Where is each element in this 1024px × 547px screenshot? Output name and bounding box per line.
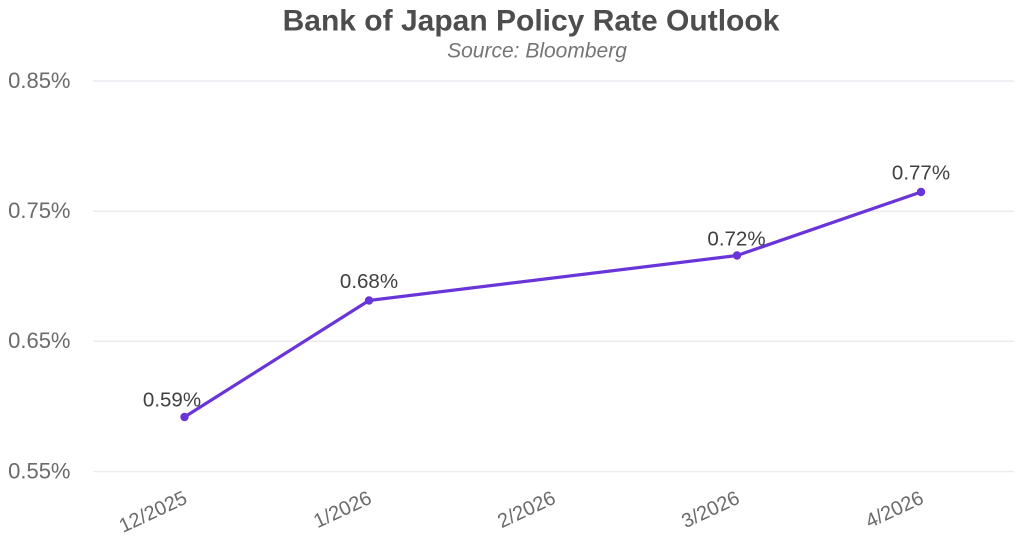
svg-text:0.68%: 0.68% (340, 270, 398, 293)
svg-text:0.75%: 0.75% (8, 198, 70, 223)
svg-text:0.85%: 0.85% (8, 68, 70, 93)
svg-text:0.65%: 0.65% (8, 328, 70, 353)
svg-text:0.59%: 0.59% (143, 388, 201, 411)
svg-text:0.72%: 0.72% (707, 227, 765, 250)
svg-text:Bank of Japan Policy Rate Outl: Bank of Japan Policy Rate Outlook (283, 5, 780, 38)
svg-text:Source: Bloomberg: Source: Bloomberg (447, 40, 627, 63)
svg-text:0.77%: 0.77% (892, 162, 950, 185)
svg-text:0.55%: 0.55% (8, 458, 70, 483)
